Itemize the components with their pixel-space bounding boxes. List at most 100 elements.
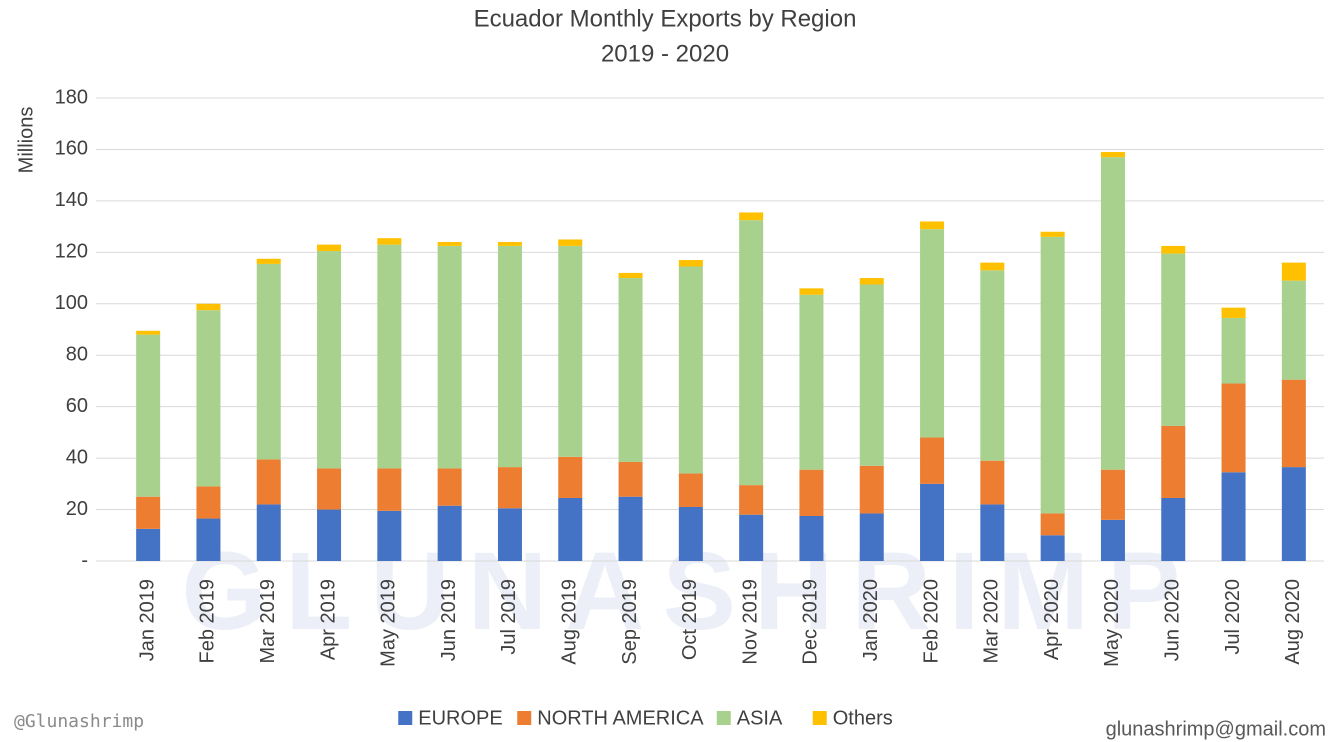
bar-segment [558,245,583,457]
bar-segment [1281,280,1306,380]
bar-segment [1221,307,1246,318]
bar-segment [980,460,1005,505]
legend-swatch [398,711,413,725]
bar-segment [136,496,161,529]
bar-segment [1100,157,1125,470]
bar-segment [256,459,281,505]
legend-label: ASIA [737,707,783,729]
bar-segment [1161,253,1186,426]
bar-segment [678,473,703,507]
bar-segment [558,497,583,561]
legend-label: NORTH AMERICA [537,707,704,729]
bar-segment [739,212,764,221]
bar-segment [980,504,1005,561]
bar-segment [377,238,402,245]
bar-segment [678,260,703,267]
bar-segment [739,514,764,561]
bar-segment [317,251,342,469]
bar-segment [739,220,764,486]
x-tick-label: May 2019 [378,579,400,667]
bar-segment [196,486,221,519]
bar-segment [256,258,281,264]
bar-segment [1161,245,1186,254]
bar-segment [317,468,342,510]
bar-segment [1161,497,1186,561]
bar-segment [980,262,1005,271]
legend-label: EUROPE [418,707,502,729]
bar-segment [859,278,884,285]
x-tick-label: Mar 2020 [981,579,1003,664]
x-tick-label: Jun 2020 [1162,579,1184,661]
x-tick-label: Jul 2019 [498,579,520,655]
bar-segment [136,334,161,497]
x-tick-label: Jul 2020 [1222,579,1244,655]
bar-segment [437,505,462,561]
bar-segment [799,515,824,561]
bar-segment [799,469,824,516]
bar-segment [678,506,703,561]
x-tick-label: Jun 2019 [438,579,460,661]
x-tick-label: Jan 2020 [860,579,882,661]
bar-segment [1221,383,1246,473]
bar-segment [1281,262,1306,281]
y-tick-label: 60 [66,395,88,417]
bar-segment [136,528,161,561]
bar-segment [920,483,945,561]
bar-segment [317,509,342,561]
bar-segment [920,229,945,438]
bar-segment [859,513,884,561]
bar-segment [196,310,221,487]
legend-swatch [716,711,731,725]
bar-segment [196,518,221,561]
legend-swatch [517,711,532,725]
chart-subtitle: 2019 - 2020 [601,40,729,67]
legend-swatch [812,711,827,725]
x-tick-label: Aug 2020 [1282,579,1304,665]
bar-segment [1281,379,1306,468]
bar-segment [739,485,764,515]
y-tick-label: 100 [55,292,88,314]
bar-segment [1040,535,1065,561]
bar-segment [497,467,522,509]
x-tick-label: Feb 2020 [920,579,942,664]
footer-left: @Glunashrimp [14,711,144,732]
bar-segment [1040,236,1065,514]
bar-segment [317,244,342,252]
bar-segment [377,468,402,511]
bar-segment [558,239,583,246]
y-tick-label: 80 [66,344,88,366]
bar-segment [618,278,643,462]
y-tick-label: - [81,549,88,571]
bar-segment [920,221,945,230]
y-tick-label: 180 [55,86,88,108]
bar-segment [1040,513,1065,536]
bar-segment [1100,519,1125,561]
y-axis-label: Millions [15,107,37,174]
bar-segment [799,294,824,470]
x-tick-label: May 2020 [1101,579,1123,667]
bar-segment [196,303,221,311]
y-tick-label: 160 [55,138,88,160]
x-tick-label: Apr 2020 [1041,579,1063,660]
x-tick-label: Sep 2019 [619,579,641,665]
bar-segment [497,508,522,561]
bar-segment [799,288,824,295]
bar-segment [437,245,462,469]
bar-segment [437,242,462,246]
bar-segment [256,504,281,561]
chart-title: Ecuador Monthly Exports by Region [474,5,857,32]
bar-segment [1161,425,1186,498]
bar-segment [497,242,522,246]
x-tick-label: Oct 2019 [679,579,701,660]
bar-segment [859,465,884,514]
bar-segment [859,284,884,466]
bar-segment [618,272,643,279]
x-tick-label: Feb 2019 [197,579,219,664]
y-tick-label: 20 [66,498,88,520]
y-tick-label: 120 [55,241,88,263]
bar-segment [1221,317,1246,384]
bar-segment [256,263,281,460]
bar-segment [1100,152,1125,158]
bar-segment [558,456,583,498]
bar-segment [618,496,643,561]
